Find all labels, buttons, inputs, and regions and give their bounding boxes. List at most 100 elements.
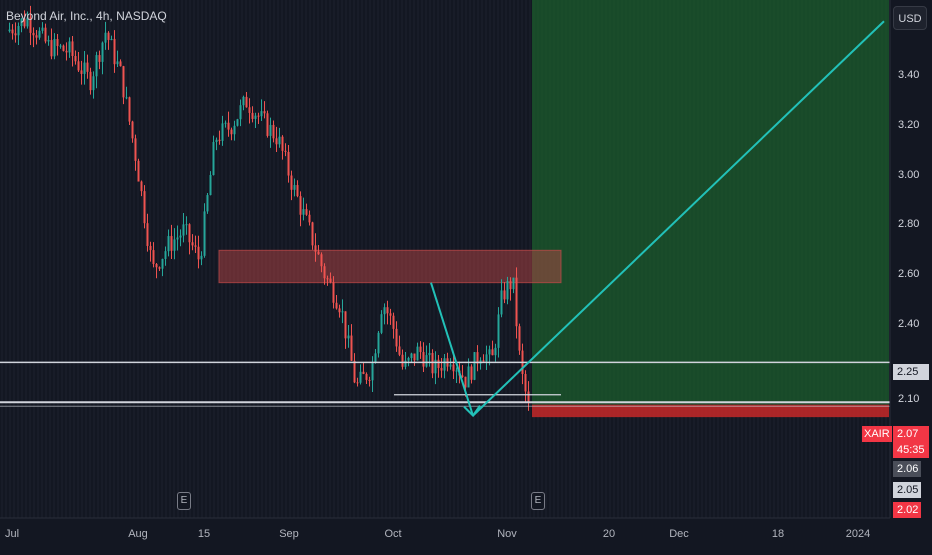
- time-axis-label: 20: [602, 528, 616, 540]
- candle-body: [440, 367, 443, 371]
- candle-body: [338, 308, 341, 313]
- candle-body: [491, 349, 494, 356]
- candle-body: [122, 66, 125, 98]
- candle-body: [74, 56, 77, 62]
- candle-body: [365, 373, 368, 380]
- candle-body: [158, 267, 161, 269]
- candle-body: [305, 209, 308, 215]
- trend-drawings: [430, 20, 885, 418]
- time-axis-label: Nov: [497, 528, 517, 540]
- candle-body: [395, 328, 398, 347]
- candle-body: [20, 18, 23, 27]
- price-axis-label: 2.40: [898, 318, 920, 330]
- chart-title: Beyond Air, Inc., 4h, NASDAQ: [6, 9, 167, 23]
- candle-body: [410, 353, 413, 358]
- candle-body: [11, 29, 14, 34]
- candle-body: [254, 115, 257, 119]
- candle-body: [284, 150, 287, 152]
- candle-body: [47, 40, 50, 42]
- candle-body: [506, 281, 509, 300]
- candle-body: [176, 237, 179, 240]
- candle-body: [98, 55, 101, 62]
- candle-body: [221, 123, 224, 141]
- time-axis-label: 15: [197, 528, 211, 540]
- candle-body: [146, 223, 149, 246]
- candle-body: [44, 27, 47, 42]
- candle-body: [323, 266, 326, 279]
- candle-body: [509, 281, 512, 290]
- candle-body: [392, 315, 395, 329]
- candle-body: [182, 224, 185, 236]
- candle-body: [224, 122, 227, 124]
- candle-body: [269, 124, 272, 136]
- candle-body: [272, 124, 275, 139]
- time-axis-label: Sep: [279, 528, 299, 540]
- time-axis-label: Jul: [4, 528, 20, 540]
- profit-zone: [532, 0, 889, 405]
- candle-body: [266, 113, 269, 136]
- candle-body: [89, 71, 92, 91]
- candle-body: [263, 111, 266, 114]
- candle-body: [359, 371, 362, 383]
- candle-body: [50, 40, 53, 57]
- candle-body: [383, 307, 386, 315]
- candle-body: [251, 112, 254, 119]
- candle-body: [350, 335, 353, 361]
- price-axis-label: 3.20: [898, 118, 920, 131]
- earnings-icon[interactable]: E: [531, 492, 545, 510]
- candle-body: [227, 122, 230, 130]
- candle-body: [419, 346, 422, 353]
- candle-body: [347, 335, 350, 339]
- candle-body: [29, 17, 32, 33]
- candle-body: [527, 391, 530, 402]
- price-tag-2-05: 2.05: [893, 482, 921, 498]
- candle-body: [413, 353, 416, 361]
- candle-body: [281, 136, 284, 151]
- candle-body: [494, 347, 497, 356]
- candle-body: [341, 311, 344, 313]
- candle-body: [197, 246, 200, 260]
- loss-zone: [532, 404, 889, 418]
- currency-button[interactable]: USD: [893, 6, 927, 30]
- candle-body: [92, 76, 95, 91]
- candle-body: [35, 35, 38, 38]
- candle-body: [422, 352, 425, 367]
- candle-body: [173, 239, 176, 251]
- price-tag-2-25: 2.25: [893, 364, 929, 380]
- candle-body: [185, 224, 188, 226]
- countdown-tag: 45:35: [893, 442, 929, 458]
- candle-body: [38, 30, 41, 38]
- candle-body: [200, 255, 203, 260]
- candle-body: [53, 39, 56, 57]
- candle-body: [302, 209, 305, 215]
- time-axis-label: Dec: [669, 528, 689, 540]
- earnings-icon[interactable]: E: [177, 492, 191, 510]
- candle-body: [428, 352, 431, 356]
- candle-body: [170, 236, 173, 251]
- candle-body: [209, 175, 212, 196]
- candle-body: [317, 251, 320, 255]
- candle-body: [188, 224, 191, 243]
- candle-body: [134, 138, 137, 161]
- price-tag-2-06: 2.06: [893, 461, 921, 477]
- candle-body: [236, 119, 239, 126]
- candle-body: [110, 38, 113, 40]
- candle-body: [353, 360, 356, 383]
- price-axis-label: 2.60: [898, 268, 920, 281]
- candle-body: [206, 195, 209, 212]
- candle-body: [191, 242, 194, 246]
- candle-body: [449, 364, 452, 367]
- last-price-tag: 2.07: [893, 426, 929, 442]
- price-axis-label: 2.80: [898, 218, 920, 231]
- candle-body: [140, 181, 143, 192]
- candle-body: [68, 41, 71, 53]
- candle-body: [503, 290, 506, 300]
- time-axis-label: Aug: [128, 528, 148, 540]
- candle-body: [71, 41, 74, 57]
- time-axis: [0, 518, 932, 550]
- candle-body: [215, 139, 218, 142]
- candle-body: [434, 359, 437, 374]
- candle-body: [416, 346, 419, 361]
